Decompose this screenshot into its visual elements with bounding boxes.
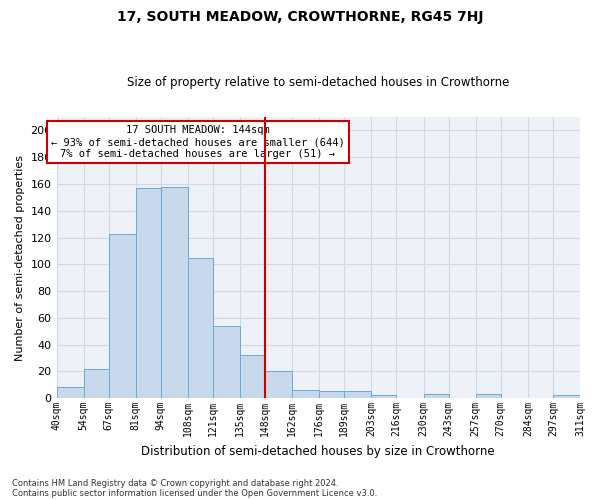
Bar [56,388,83,398]
X-axis label: Distribution of semi-detached houses by size in Crowthorne: Distribution of semi-detached houses by … [142,444,495,458]
Bar [136,188,161,398]
Bar [240,356,265,398]
Bar [188,258,213,398]
Bar [344,392,371,398]
Text: Contains public sector information licensed under the Open Government Licence v3: Contains public sector information licen… [12,488,377,498]
Bar [83,368,109,398]
Bar [476,394,501,398]
Bar [161,186,188,398]
Text: 17 SOUTH MEADOW: 144sqm
← 93% of semi-detached houses are smaller (644)
7% of se: 17 SOUTH MEADOW: 144sqm ← 93% of semi-de… [51,126,345,158]
Bar [109,234,136,398]
Text: Contains HM Land Registry data © Crown copyright and database right 2024.: Contains HM Land Registry data © Crown c… [12,478,338,488]
Bar [265,372,292,398]
Text: 17, SOUTH MEADOW, CROWTHORNE, RG45 7HJ: 17, SOUTH MEADOW, CROWTHORNE, RG45 7HJ [117,10,483,24]
Bar [424,394,449,398]
Bar [292,390,319,398]
Bar [213,326,240,398]
Title: Size of property relative to semi-detached houses in Crowthorne: Size of property relative to semi-detach… [127,76,509,90]
Bar [319,392,344,398]
Y-axis label: Number of semi-detached properties: Number of semi-detached properties [15,154,25,360]
Bar [371,396,397,398]
Bar [553,396,580,398]
